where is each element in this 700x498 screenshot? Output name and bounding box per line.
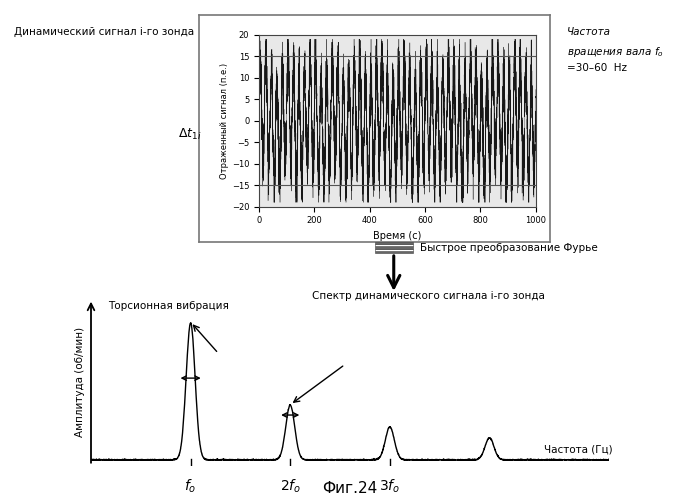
Y-axis label: Амплитуда (об/мин): Амплитуда (об/мин) [76,327,85,437]
Text: вращения вала $f_o$: вращения вала $f_o$ [567,45,664,59]
Text: Спектр динамического сигнала i-го зонда: Спектр динамического сигнала i-го зонда [312,291,545,301]
Text: Торсионная вибрация: Торсионная вибрация [108,301,230,311]
Text: Динамический сигнал i-го зонда: Динамический сигнал i-го зонда [14,27,194,37]
Bar [374,247,413,249]
Y-axis label: Отраженный сигнал (п.е.): Отраженный сигнал (п.е.) [220,63,229,179]
Text: $2f_o$: $2f_o$ [279,478,301,496]
Text: =30–60  Hz: =30–60 Hz [567,63,627,73]
Bar [374,244,413,247]
Bar [374,249,413,251]
Text: Частота (Гц): Частота (Гц) [544,444,612,454]
Text: Фиг.24: Фиг.24 [323,481,377,496]
Bar [374,242,413,244]
X-axis label: Время (с): Время (с) [373,231,421,241]
Text: Частота: Частота [567,27,611,37]
Text: $\Delta t_{1i}$: $\Delta t_{1i}$ [178,127,202,142]
Text: $3f_o$: $3f_o$ [379,478,400,496]
Bar [374,251,413,253]
Text: $f_o$: $f_o$ [184,478,197,496]
Text: Быстрое преобразование Фурье: Быстрое преобразование Фурье [420,243,598,252]
